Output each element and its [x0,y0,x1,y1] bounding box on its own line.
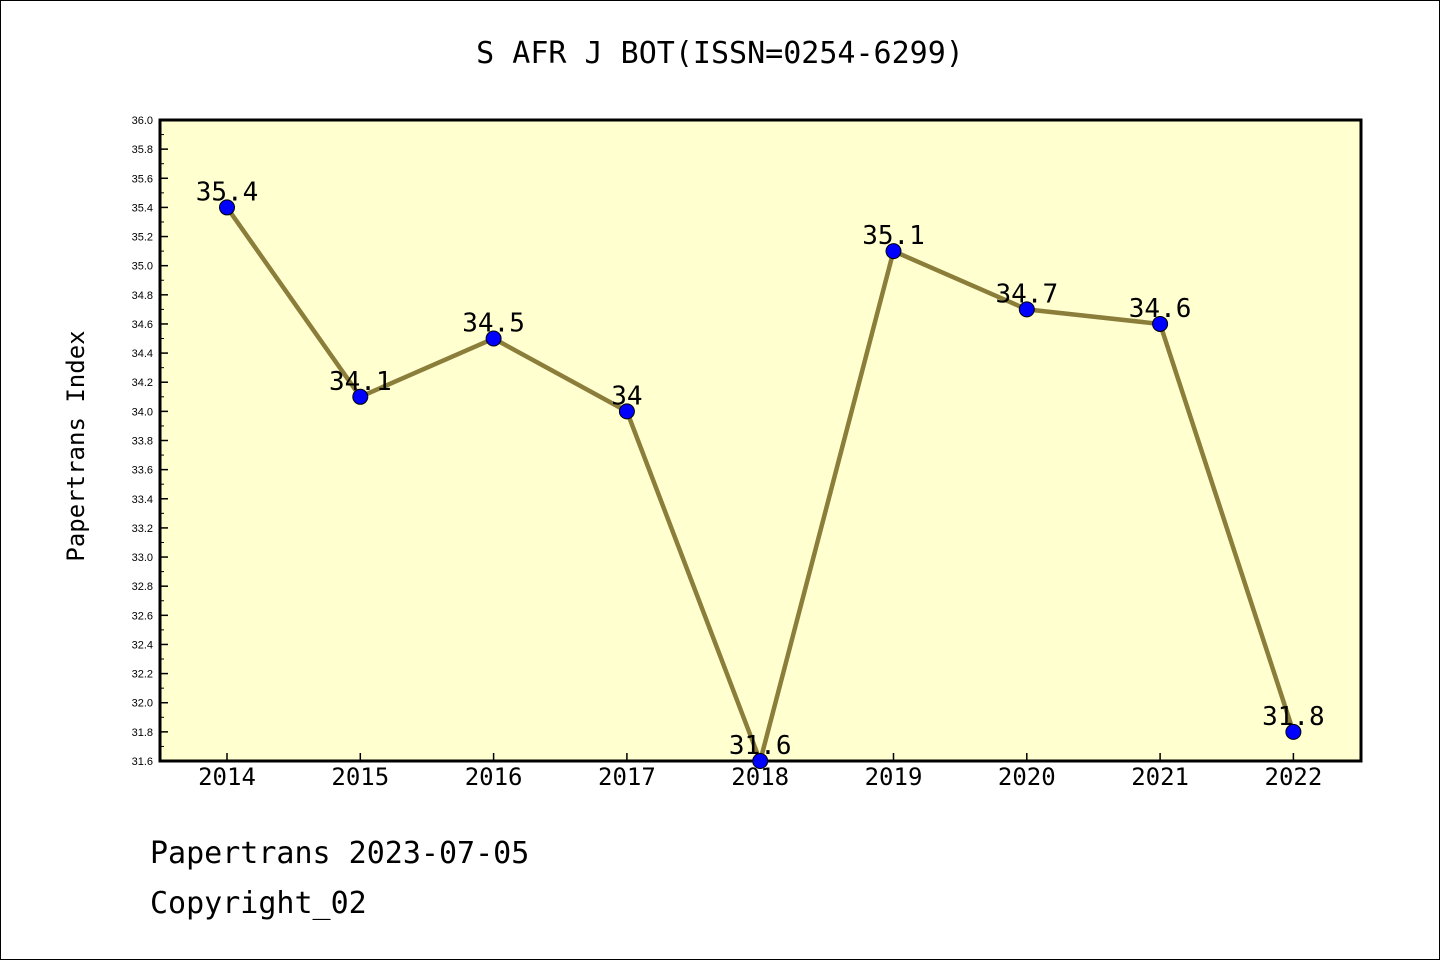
data-label: 34.7 [995,279,1058,309]
x-tick-label: 2016 [465,763,523,791]
y-tick-label: 35.4 [132,202,153,214]
data-point [1285,723,1302,740]
x-tick-label: 2017 [598,763,656,791]
y-tick-label: 31.8 [132,727,153,739]
x-tick-label: 2014 [198,763,256,791]
y-tick-label: 33.4 [132,494,153,506]
y-tick-label: 32.2 [132,669,153,681]
data-label: 34.6 [1129,294,1192,324]
x-tick-label: 2019 [865,763,923,791]
y-tick-label: 33.6 [132,465,153,477]
data-point [885,243,902,260]
footer-date: Papertrans 2023-07-05 [150,836,530,871]
footer-copyright: Copyright_02 [150,886,367,921]
y-axis-label: Papertrans Index [62,330,90,561]
y-tick-label: 32.8 [132,581,153,593]
data-point [485,330,502,347]
x-axis-ticks: 2014 2015 2016 2017 2018 2019 2020 2021 2022 [198,753,1322,791]
y-tick-label: 34.8 [132,290,153,302]
data-label: 35.4 [196,177,259,207]
series-group [219,199,1302,769]
data-point [1018,301,1035,318]
y-tick-label: 33.2 [132,523,153,535]
y-tick-label: 32.4 [132,639,153,651]
data-point [219,199,235,216]
y-tick-label: 33.0 [132,552,153,564]
x-tick-label: 2022 [1265,763,1323,791]
x-tick-label: 2015 [331,763,389,791]
data-label: 34.1 [329,367,392,397]
y-tick-label: 34.4 [132,348,153,360]
data-point [618,403,635,420]
data-point [752,753,769,769]
y-tick-label: 34.2 [132,377,153,389]
y-tick-label: 36.0 [132,115,153,127]
data-label: 35.1 [862,221,925,251]
y-tick-label: 34.6 [132,319,153,331]
y-tick-label: 35.8 [132,144,153,156]
data-label: 34.5 [462,309,525,339]
data-label: 34 [611,381,642,411]
y-tick-label: 34.0 [132,406,153,418]
x-tick-label: 2020 [998,763,1056,791]
data-label: 31.6 [729,731,792,761]
y-tick-label: 32.6 [132,610,153,622]
y-axis-ticks: 31.6 31.8 32.0 32.2 32.4 32.6 32.8 33.0 33.2 33.4… [132,115,168,768]
y-tick-label: 35.0 [132,261,153,273]
y-tick-label: 33.8 [132,436,153,448]
y-tick-label: 32.0 [132,698,153,710]
y-tick-label: 31.6 [132,756,153,768]
y-tick-label: 35.6 [132,173,153,185]
data-point [352,388,369,405]
x-tick-label: 2021 [1131,763,1189,791]
plot-area [158,118,1363,763]
data-labels-group: 35.4 34.1 34.5 34 31.6 35.1 34.7 34.6 31.8 [196,177,1325,761]
data-point [1152,315,1169,332]
data-label: 31.8 [1262,702,1325,732]
chart-title: S AFR J BOT(ISSN=0254-6299) [476,36,964,71]
y-tick-label: 35.2 [132,232,153,244]
